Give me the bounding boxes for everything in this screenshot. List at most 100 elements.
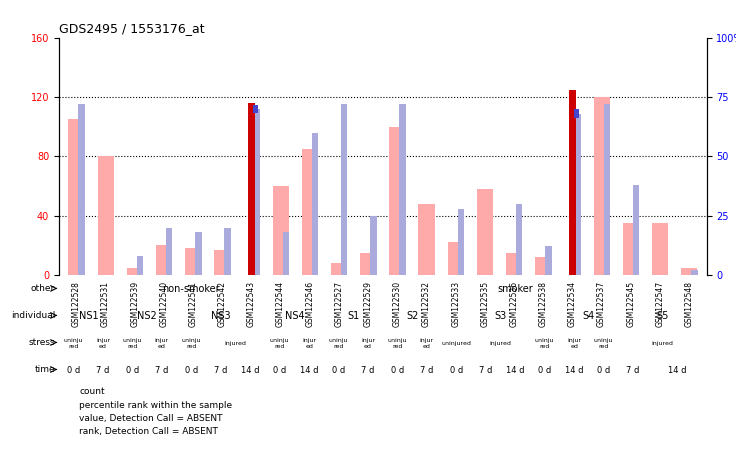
Text: 14 d: 14 d <box>506 366 525 375</box>
Text: S5: S5 <box>657 311 668 321</box>
Text: injur
ed: injur ed <box>420 338 434 349</box>
Bar <box>447 242 464 275</box>
Text: 14 d: 14 d <box>300 366 319 375</box>
Bar <box>623 223 639 275</box>
Bar <box>341 104 347 275</box>
Bar <box>253 109 260 275</box>
Bar <box>535 257 551 275</box>
Bar <box>400 104 406 275</box>
Bar <box>302 149 318 275</box>
Text: 0 d: 0 d <box>126 366 139 375</box>
Text: NS2: NS2 <box>138 311 157 321</box>
Bar <box>331 263 347 275</box>
Text: GDS2495 / 1553176_at: GDS2495 / 1553176_at <box>59 22 205 36</box>
Bar <box>98 156 113 275</box>
Text: NS1: NS1 <box>79 311 98 321</box>
Text: 0 d: 0 d <box>450 366 463 375</box>
Text: injur
ed: injur ed <box>567 338 581 349</box>
Bar <box>419 204 434 275</box>
Text: uninjured: uninjured <box>442 341 471 346</box>
Text: time: time <box>35 365 55 374</box>
Bar <box>79 104 85 275</box>
Text: uninju
red: uninju red <box>594 338 613 349</box>
Text: S3: S3 <box>495 311 506 321</box>
Bar <box>248 103 255 275</box>
Bar <box>681 267 697 275</box>
Bar <box>545 246 552 275</box>
Bar <box>652 223 668 275</box>
Bar <box>156 246 172 275</box>
Text: uninju
red: uninju red <box>329 338 348 349</box>
Bar <box>516 204 523 275</box>
Text: injur
ed: injur ed <box>361 338 375 349</box>
Text: 0 d: 0 d <box>538 366 551 375</box>
Text: percentile rank within the sample: percentile rank within the sample <box>79 401 233 410</box>
Bar <box>604 104 610 275</box>
Bar <box>253 105 258 113</box>
Bar <box>458 209 464 275</box>
Text: uninju
red: uninju red <box>535 338 554 349</box>
Text: injur
ed: injur ed <box>155 338 169 349</box>
Text: 7 d: 7 d <box>479 366 492 375</box>
Text: 0 d: 0 d <box>391 366 404 375</box>
Text: non-smoker: non-smoker <box>163 284 220 294</box>
Text: 0 d: 0 d <box>597 366 610 375</box>
Text: 7 d: 7 d <box>214 366 227 375</box>
Text: 14 d: 14 d <box>565 366 584 375</box>
Text: uninju
red: uninju red <box>64 338 83 349</box>
Bar <box>477 189 493 275</box>
Text: injured: injured <box>224 341 247 346</box>
Text: smoker: smoker <box>498 284 533 294</box>
Text: 0 d: 0 d <box>332 366 345 375</box>
Bar <box>68 119 85 275</box>
Text: 7 d: 7 d <box>361 366 375 375</box>
Text: injured: injured <box>489 341 512 346</box>
Bar <box>506 253 522 275</box>
Bar <box>166 228 172 275</box>
Bar <box>224 228 230 275</box>
Text: rank, Detection Call = ABSENT: rank, Detection Call = ABSENT <box>79 428 219 436</box>
Text: 14 d: 14 d <box>668 366 687 375</box>
Text: 0 d: 0 d <box>67 366 80 375</box>
Text: 14 d: 14 d <box>241 366 260 375</box>
Bar <box>360 253 376 275</box>
Text: 7 d: 7 d <box>626 366 640 375</box>
Text: value, Detection Call = ABSENT: value, Detection Call = ABSENT <box>79 414 223 423</box>
Text: S4: S4 <box>583 311 595 321</box>
Bar <box>312 133 318 275</box>
Text: uninju
red: uninju red <box>270 338 289 349</box>
Bar <box>185 248 201 275</box>
Bar <box>574 114 581 275</box>
Text: injur
ed: injur ed <box>96 338 110 349</box>
Text: uninju
red: uninju red <box>388 338 407 349</box>
Bar <box>272 186 289 275</box>
Text: 0 d: 0 d <box>185 366 198 375</box>
Text: individual: individual <box>11 311 55 320</box>
Text: 7 d: 7 d <box>155 366 169 375</box>
Bar <box>569 90 576 275</box>
Text: 0 d: 0 d <box>273 366 286 375</box>
Bar <box>137 256 144 275</box>
Text: injur
ed: injur ed <box>302 338 316 349</box>
Bar <box>633 185 639 275</box>
Bar <box>691 270 698 275</box>
Text: other: other <box>31 284 55 293</box>
Text: 7 d: 7 d <box>420 366 434 375</box>
Text: NS4: NS4 <box>285 311 304 321</box>
Text: count: count <box>79 388 105 396</box>
Text: S1: S1 <box>347 311 359 321</box>
Bar <box>127 267 143 275</box>
Bar <box>195 232 202 275</box>
Bar <box>389 127 406 275</box>
Text: stress: stress <box>29 338 55 347</box>
Text: NS3: NS3 <box>211 311 230 321</box>
Text: uninju
red: uninju red <box>123 338 142 349</box>
Text: S2: S2 <box>406 311 418 321</box>
Bar <box>214 250 230 275</box>
Bar <box>370 216 377 275</box>
Bar <box>574 109 579 118</box>
Text: injured: injured <box>651 341 673 346</box>
Bar <box>283 232 289 275</box>
Bar <box>593 97 609 275</box>
Text: uninju
red: uninju red <box>182 338 201 349</box>
